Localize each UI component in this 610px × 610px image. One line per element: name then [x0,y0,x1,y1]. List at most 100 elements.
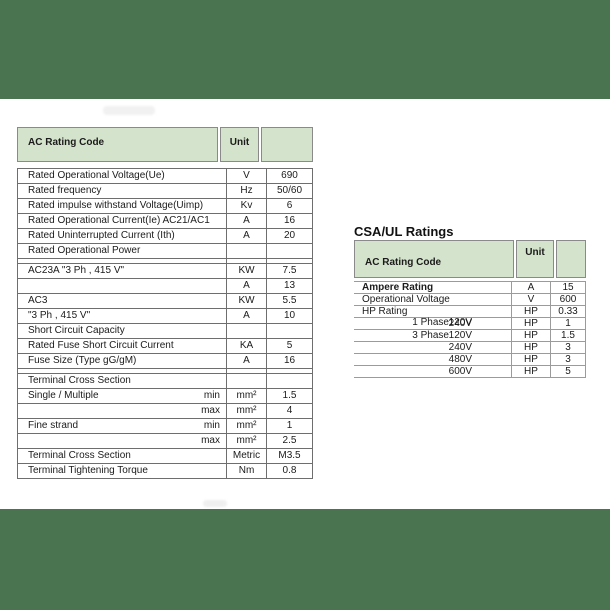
row-value: 690 [281,170,298,181]
header-cell-blank [261,127,313,162]
top-green-band [0,0,610,99]
header-cell-blank [556,240,586,278]
row-label [18,369,192,373]
row-value: 1.5 [282,390,297,401]
row-minmax-label [192,324,226,338]
row-unit: V [226,169,267,183]
ac-rating-table: AC Rating Code Unit Rated Operational Vo… [17,127,313,479]
row-minmax-label: min [203,390,220,401]
row-unit: mm² [226,389,267,403]
row-minmax-label [192,464,226,478]
row-value: 16 [283,355,296,366]
table-row: Terminal Tightening Torque Nm 0.8 [18,464,312,479]
row-label: 240V [354,318,511,329]
row-label: Rated Operational Voltage(Ue) [28,170,165,181]
bottom-green-band [0,509,610,610]
row-value [267,374,312,388]
row-voltage-label: 240V [448,318,472,329]
spacer-row [18,369,312,374]
row-unit: KW [226,294,267,308]
row-value: 6 [286,200,293,211]
row-unit [226,259,267,263]
row-label [18,259,192,263]
row-label [18,279,192,293]
row-value: 5 [550,366,586,377]
row-voltage-label: 120V [448,330,472,341]
row-label: Rated Fuse Short Circuit Current [28,340,174,351]
row-minmax-label [192,184,226,198]
row-unit: HP [511,318,550,329]
row-unit: HP [511,330,550,341]
row-value: 1 [286,420,293,431]
table-row: max mm² 2.5 [18,434,312,449]
ac-rating-table-body: Rated Operational Voltage(Ue) V 690 Rated f… [17,168,313,479]
row-unit: mm² [226,419,267,433]
row-unit: mm² [226,404,267,418]
row-unit: A [226,279,267,293]
row-minmax-label [192,279,226,293]
row-label: 600V [354,366,511,377]
row-label: Rated impulse withstand Voltage(Uimp) [28,200,204,211]
row-value: 20 [283,230,296,241]
row-value: 3 [550,354,586,365]
row-unit: mm² [226,434,267,448]
row-group-label: HP Rating [362,306,408,317]
row-unit: A [226,354,267,368]
row-value: 5 [286,340,293,351]
row-value: 2.5 [282,435,297,446]
row-unit: HP [511,354,550,365]
row-minmax-label: min [203,420,220,431]
row-value [267,324,312,338]
row-label: HP Rating 1 Phase 120V [354,306,511,328]
row-minmax-label [192,214,226,228]
table-row: "3 Ph , 415 V" A 10 [18,309,312,324]
row-value: 16 [283,215,296,226]
row-unit: HP [511,306,550,317]
row-value [267,369,312,373]
row-unit: V [511,294,550,305]
table-row: Rated Fuse Short Circuit Current KA 5 [18,339,312,354]
row-unit: A [226,229,267,243]
row-minmax-label [192,229,226,243]
row-value: 1.5 [550,330,586,341]
table-row: Fuse Size (Type gG/gM) A 16 [18,354,312,369]
table-row: A 13 [18,279,312,294]
row-voltage-label: 120V [448,317,472,328]
faint-smudge-top [103,106,155,115]
row-label: 3 Phase 120V [354,330,511,341]
header-cell-ac-rating-code: AC Rating Code [354,240,514,278]
row-label: Rated Operational Current(Ie) AC21/AC1 [28,215,210,226]
header-cell-unit: Unit [220,127,259,162]
csa-ul-table-header: AC Rating Code Unit [354,240,586,278]
table-row: Terminal Cross Section Metric M3.5 [18,449,312,464]
row-phase-label: 1 Phase [412,317,449,328]
row-label: 240V [354,342,511,353]
table-row: 600V HP 5 [354,366,586,378]
row-label [18,434,192,448]
row-unit: Hz [226,184,267,198]
row-unit: Kv [226,199,267,213]
row-minmax-label [192,449,226,463]
row-voltage-label: 240V [448,342,472,353]
csa-ul-ratings-title: CSA/UL Ratings [354,224,454,239]
table-row: Rated frequency Hz 50/60 [18,184,312,199]
table-row: 240V HP 3 [354,342,586,354]
row-voltage-label: 600V [448,366,472,377]
row-label: Rated Operational Power [28,245,141,256]
row-minmax-label [192,309,226,323]
row-phase-label: 3 Phase [412,330,449,341]
table-row: Terminal Cross Section [18,374,312,389]
table-row: AC3 KW 5.5 [18,294,312,309]
row-value: 5.5 [282,295,297,306]
row-minmax-label [192,339,226,353]
table-row: Ampere Rating A 15 [354,282,586,294]
row-unit: KW [226,264,267,278]
faint-smudge-bottom [203,500,227,507]
row-voltage-label: 480V [448,354,472,365]
row-value: 600 [550,294,586,305]
row-minmax-label [192,199,226,213]
row-unit [226,324,267,338]
row-minmax-label [192,259,226,263]
row-label: Terminal Cross Section [28,450,131,461]
row-value: 4 [286,405,293,416]
